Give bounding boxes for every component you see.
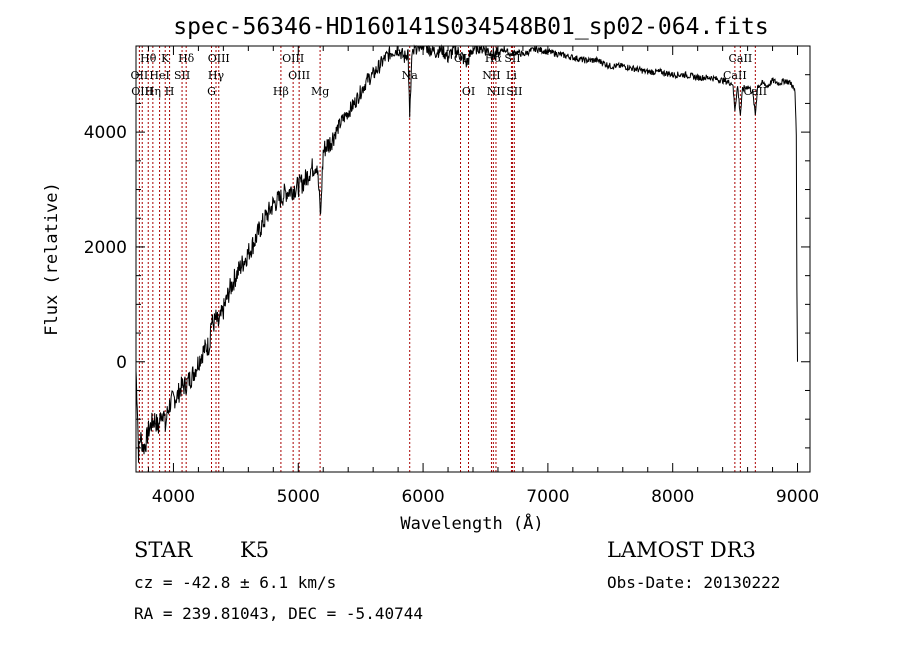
observation-date: Obs-Date: 20130222 [607, 573, 781, 592]
line-label-2: OIII [131, 85, 153, 98]
line-label-12: Hβ [273, 85, 289, 98]
x-tick-label-6000: 6000 [401, 487, 444, 507]
line-label-8: Hδ [178, 52, 195, 65]
x-axis-label: Wavelength (Å) [400, 512, 543, 534]
spectrum-series-line [135, 44, 798, 463]
line-label-23: Li [506, 69, 517, 82]
line-label-7: SII [174, 69, 190, 82]
x-axis: 4000 5000 6000 7000 8000 9000 [147, 46, 819, 507]
line-label-10: Hγ [208, 69, 225, 82]
object-class: STAR [134, 538, 193, 562]
line-label-3: Hη [145, 85, 161, 98]
x-tick-label-5000: 5000 [277, 487, 320, 507]
x-tick-label-7000: 7000 [526, 487, 569, 507]
line-label-25: CaII [729, 52, 753, 65]
spectral-subclass: K5 [240, 538, 270, 562]
x-tick-label-8000: 8000 [651, 487, 694, 507]
y-tick-label-2000: 2000 [84, 238, 127, 258]
line-label-11: G [207, 85, 216, 98]
chart-title: spec-56346-HD160141S034548B01_sp02-064.f… [173, 14, 768, 40]
x-tick-label-4000: 4000 [152, 487, 195, 507]
y-axis-label: Flux (relative) [42, 182, 62, 336]
survey-name: LAMOST DR3 [607, 538, 756, 562]
line-label-24: SII [506, 85, 522, 98]
line-label-9: OIII [208, 52, 230, 65]
line-label-1: OII [131, 69, 149, 82]
plot-frame [135, 45, 811, 473]
y-tick-label-4000: 4000 [84, 123, 127, 143]
y-axis: 0 2000 4000 [84, 45, 810, 449]
spectral-line-markers [138, 46, 756, 472]
coordinates: RA = 239.81043, DEC = -5.40744 [134, 604, 423, 623]
redshift-velocity: cz = -42.8 ± 6.1 km/s [134, 573, 337, 592]
line-label-20: NII [482, 69, 500, 82]
line-label-21: NII [487, 85, 505, 98]
line-label-15: Mg [311, 85, 329, 98]
x-tick-label-9000: 9000 [776, 487, 819, 507]
y-tick-label-0: 0 [116, 353, 127, 373]
line-label-18: OI [462, 85, 475, 98]
line-label-4: K [161, 52, 170, 65]
line-label-0: Hθ [140, 52, 157, 65]
line-label-16: Na [402, 69, 419, 82]
line-label-13: OIII [282, 52, 304, 65]
line-label-26: CaII [723, 69, 747, 82]
line-label-14: OIII [288, 69, 310, 82]
line-label-6: H [165, 85, 175, 98]
line-label-5: HeI [149, 69, 169, 82]
